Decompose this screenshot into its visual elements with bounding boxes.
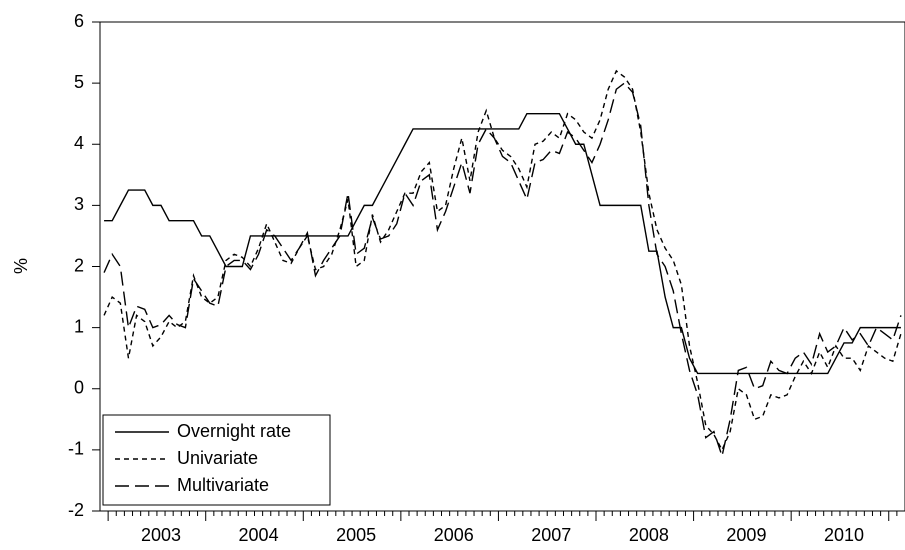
legend-box <box>102 414 331 506</box>
x-tick-label: 2004 <box>239 525 279 545</box>
series-line <box>104 112 901 375</box>
series-line <box>103 69 902 452</box>
x-tick-label: 2005 <box>336 525 376 545</box>
y-tick-label: 2 <box>74 255 84 275</box>
legend-label: Univariate <box>177 448 258 468</box>
x-tick-label: 2010 <box>824 525 864 545</box>
x-tick-label: 2003 <box>141 525 181 545</box>
y-tick-label: -1 <box>68 439 84 459</box>
y-axis-label: % <box>11 258 31 274</box>
legend-label: Overnight rate <box>177 421 291 441</box>
y-tick-label: 5 <box>74 72 84 92</box>
x-tick-label: 2009 <box>726 525 766 545</box>
x-tick-label: 2007 <box>531 525 571 545</box>
legend: Overnight rate Univariate Multivariate <box>102 414 331 506</box>
y-tick-label: 0 <box>74 378 84 398</box>
y-tick-label: 1 <box>74 316 84 336</box>
y-tick-label: -2 <box>68 500 84 520</box>
y-tick-label: 4 <box>74 133 84 153</box>
y-tick-label: 3 <box>74 194 84 214</box>
y-tick-label: 6 <box>74 11 84 31</box>
x-tick-label: 2006 <box>434 525 474 545</box>
x-tick-label: 2008 <box>629 525 669 545</box>
legend-label: Multivariate <box>177 475 269 495</box>
series-line <box>103 82 902 459</box>
